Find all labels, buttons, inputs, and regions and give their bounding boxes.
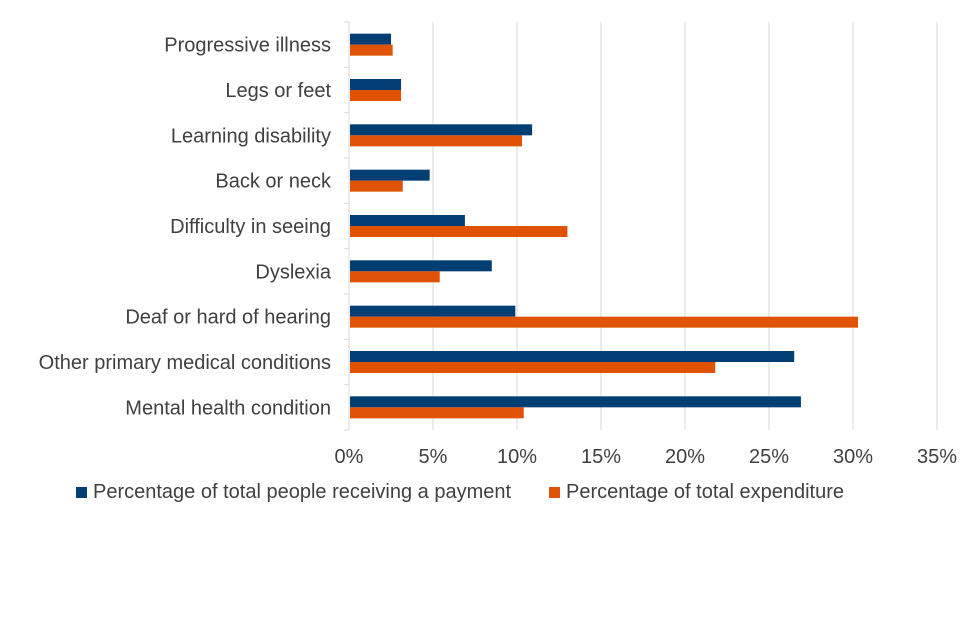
category-label: Legs or feet bbox=[225, 80, 331, 102]
bar-expenditure bbox=[350, 180, 403, 192]
x-tick-labels: 0% 5% 10% 15% 20% 25% 30% 35% bbox=[335, 446, 958, 468]
bar-expenditure bbox=[350, 44, 393, 56]
legend-label-expenditure: Percentage of total expenditure bbox=[566, 481, 845, 503]
category-label: Difficulty in seeing bbox=[170, 216, 331, 238]
legend-swatch-expenditure bbox=[549, 487, 561, 498]
bar-people bbox=[350, 169, 430, 181]
bar-people bbox=[350, 260, 492, 272]
bar-people bbox=[350, 215, 465, 226]
category-label: Deaf or hard of hearing bbox=[125, 307, 331, 329]
x-tick-label: 30% bbox=[833, 446, 873, 468]
x-tick-label: 15% bbox=[581, 446, 621, 468]
x-tick-label: 25% bbox=[749, 446, 789, 468]
x-tick-label: 5% bbox=[419, 446, 448, 468]
legend-swatch-people bbox=[76, 487, 87, 498]
legend-label-people: Percentage of total people receiving a p… bbox=[93, 481, 512, 503]
x-tick-label: 0% bbox=[335, 446, 364, 468]
legend: Percentage of total people receiving a p… bbox=[76, 481, 882, 504]
legend-item-people: Percentage of total people receiving a p… bbox=[76, 481, 511, 504]
bar-chart: Progressive illness Legs or feet Learning … bbox=[39, 21, 958, 468]
category-label: Progressive illness bbox=[164, 35, 331, 57]
category-label: Learning disability bbox=[171, 125, 331, 147]
category-label: Back or neck bbox=[215, 171, 332, 193]
bar-expenditure bbox=[350, 407, 524, 419]
legend-item-expenditure: Percentage of total expenditure bbox=[549, 481, 844, 504]
x-tick-label: 20% bbox=[665, 446, 705, 468]
bar-people bbox=[350, 124, 533, 136]
category-label: Mental health condition bbox=[125, 397, 331, 419]
category-label: Dyslexia bbox=[255, 261, 331, 283]
bar-people bbox=[350, 396, 801, 408]
x-tick-label: 10% bbox=[497, 446, 537, 468]
bar-people bbox=[350, 305, 516, 317]
bar-expenditure bbox=[350, 271, 440, 283]
bar-expenditure bbox=[350, 362, 716, 373]
bar-expenditure bbox=[350, 316, 859, 328]
bars bbox=[350, 33, 859, 419]
bar-expenditure bbox=[350, 135, 523, 147]
gridlines bbox=[432, 22, 938, 430]
x-tick-label: 35% bbox=[917, 446, 957, 468]
bar-people bbox=[350, 33, 391, 45]
bar-people bbox=[350, 79, 402, 90]
bar-expenditure bbox=[350, 226, 568, 237]
category-label: Other primary medical conditions bbox=[39, 352, 331, 374]
category-labels: Progressive illness Legs or feet Learning … bbox=[39, 35, 332, 420]
bar-people bbox=[350, 351, 795, 362]
bar-expenditure bbox=[350, 90, 402, 101]
y-axis bbox=[344, 21, 350, 431]
